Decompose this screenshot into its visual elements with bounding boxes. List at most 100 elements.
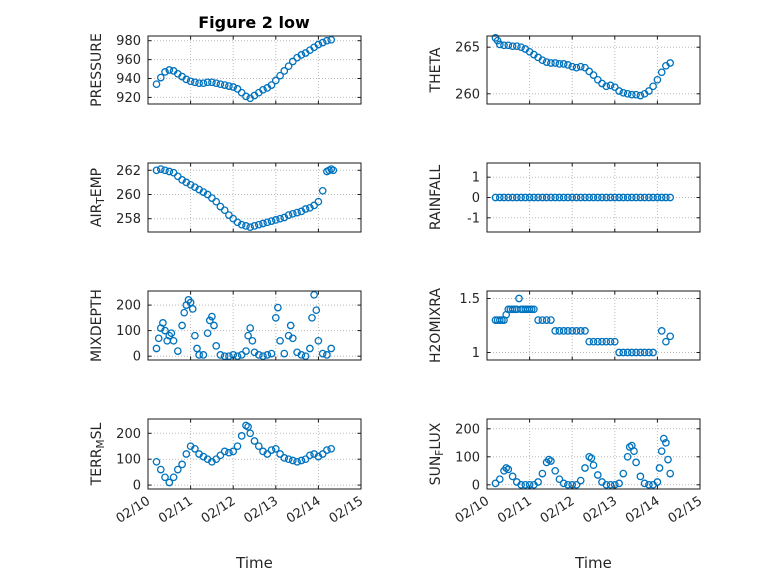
data-point [308,313,316,322]
data-point [657,193,666,202]
data-point [165,478,174,487]
data-point [547,193,555,202]
tick-marks [147,163,362,232]
data-point [276,71,284,80]
data-point [263,351,272,359]
data-point [191,78,199,87]
y-tick-label: 260 [116,188,141,203]
data-point [165,167,174,176]
data-point [521,193,530,202]
data-point [271,216,280,224]
data-point [542,193,551,202]
data-point [276,450,284,458]
data-point [169,168,178,177]
data-point [662,337,670,346]
y-tick-label: 200 [116,427,141,442]
data-point [310,201,318,210]
axes-box [147,35,362,105]
data-point [593,193,602,202]
data-point [271,76,280,85]
data-point [306,344,314,353]
data-point [527,305,536,314]
x-tick-label: 02/12 [538,494,578,527]
scatter-series [152,421,336,487]
y-tick-label: -1 [467,211,480,226]
data-point [178,460,186,469]
y-tick-label: 0 [472,191,480,206]
data-point [619,88,628,97]
y-tick-label: 980 [116,34,141,49]
data-point [534,193,542,202]
data-point [657,68,666,77]
data-point [286,321,295,330]
grid-lines [486,419,701,489]
data-point [297,207,306,216]
data-point [491,193,500,202]
data-point [225,352,233,361]
y-tick-label: 960 [116,53,141,68]
y-tick-label: 0 [133,479,141,494]
data-point [645,193,653,202]
y-axis-label: AIRTEMP [89,168,107,227]
data-point [161,326,169,335]
data-point [250,437,259,445]
data-point [167,329,176,338]
data-point [327,35,336,44]
data-point [538,316,547,324]
data-point [310,290,318,299]
data-point [246,223,255,232]
data-point [504,465,513,474]
data-point [589,71,598,79]
data-point [229,447,238,456]
data-point [525,193,534,202]
data-point [645,87,653,95]
data-point [297,51,306,59]
data-point [173,465,182,474]
data-point [555,327,564,335]
data-point [314,40,323,49]
data-point [534,316,542,324]
data-point [538,56,547,65]
data-point [623,452,632,461]
y-axis-label: MIXDEPTH [89,289,105,362]
data-point [530,193,538,202]
data-point [615,193,623,202]
data-point [208,78,216,87]
data-point [568,62,577,71]
data-point [593,75,602,84]
data-point [627,90,636,99]
data-point [615,479,623,488]
x-tick-label: 02/11 [156,494,196,527]
data-point [327,344,336,353]
data-point [267,446,276,454]
data-point [220,447,229,456]
data-point [623,89,632,98]
data-point [589,461,598,470]
tick-marks [147,291,362,360]
data-point [615,348,623,357]
data-point [244,331,252,340]
data-point [212,79,221,88]
data-point [191,331,199,340]
axes-box [147,162,362,233]
data-point [555,60,564,68]
data-point [280,349,289,358]
y-tick-label: 0 [472,478,480,493]
data-point [288,209,297,218]
data-point [220,206,229,215]
data-point [581,464,589,472]
data-point [188,305,197,313]
data-point [318,38,327,47]
data-point [564,327,572,335]
x-tick-label: 02/15 [327,494,367,527]
scatter-series [152,290,336,361]
data-point [623,193,632,202]
data-point [293,457,301,466]
data-point [593,337,602,346]
data-point [585,67,594,76]
data-point [659,434,668,443]
data-point [568,193,577,202]
data-point [216,351,225,359]
data-point [323,446,331,454]
subplot-terrmsl: 0 100 200 TERRMSL 02/10 02/11 02/12 02/13 02/14 0… [89,418,367,572]
